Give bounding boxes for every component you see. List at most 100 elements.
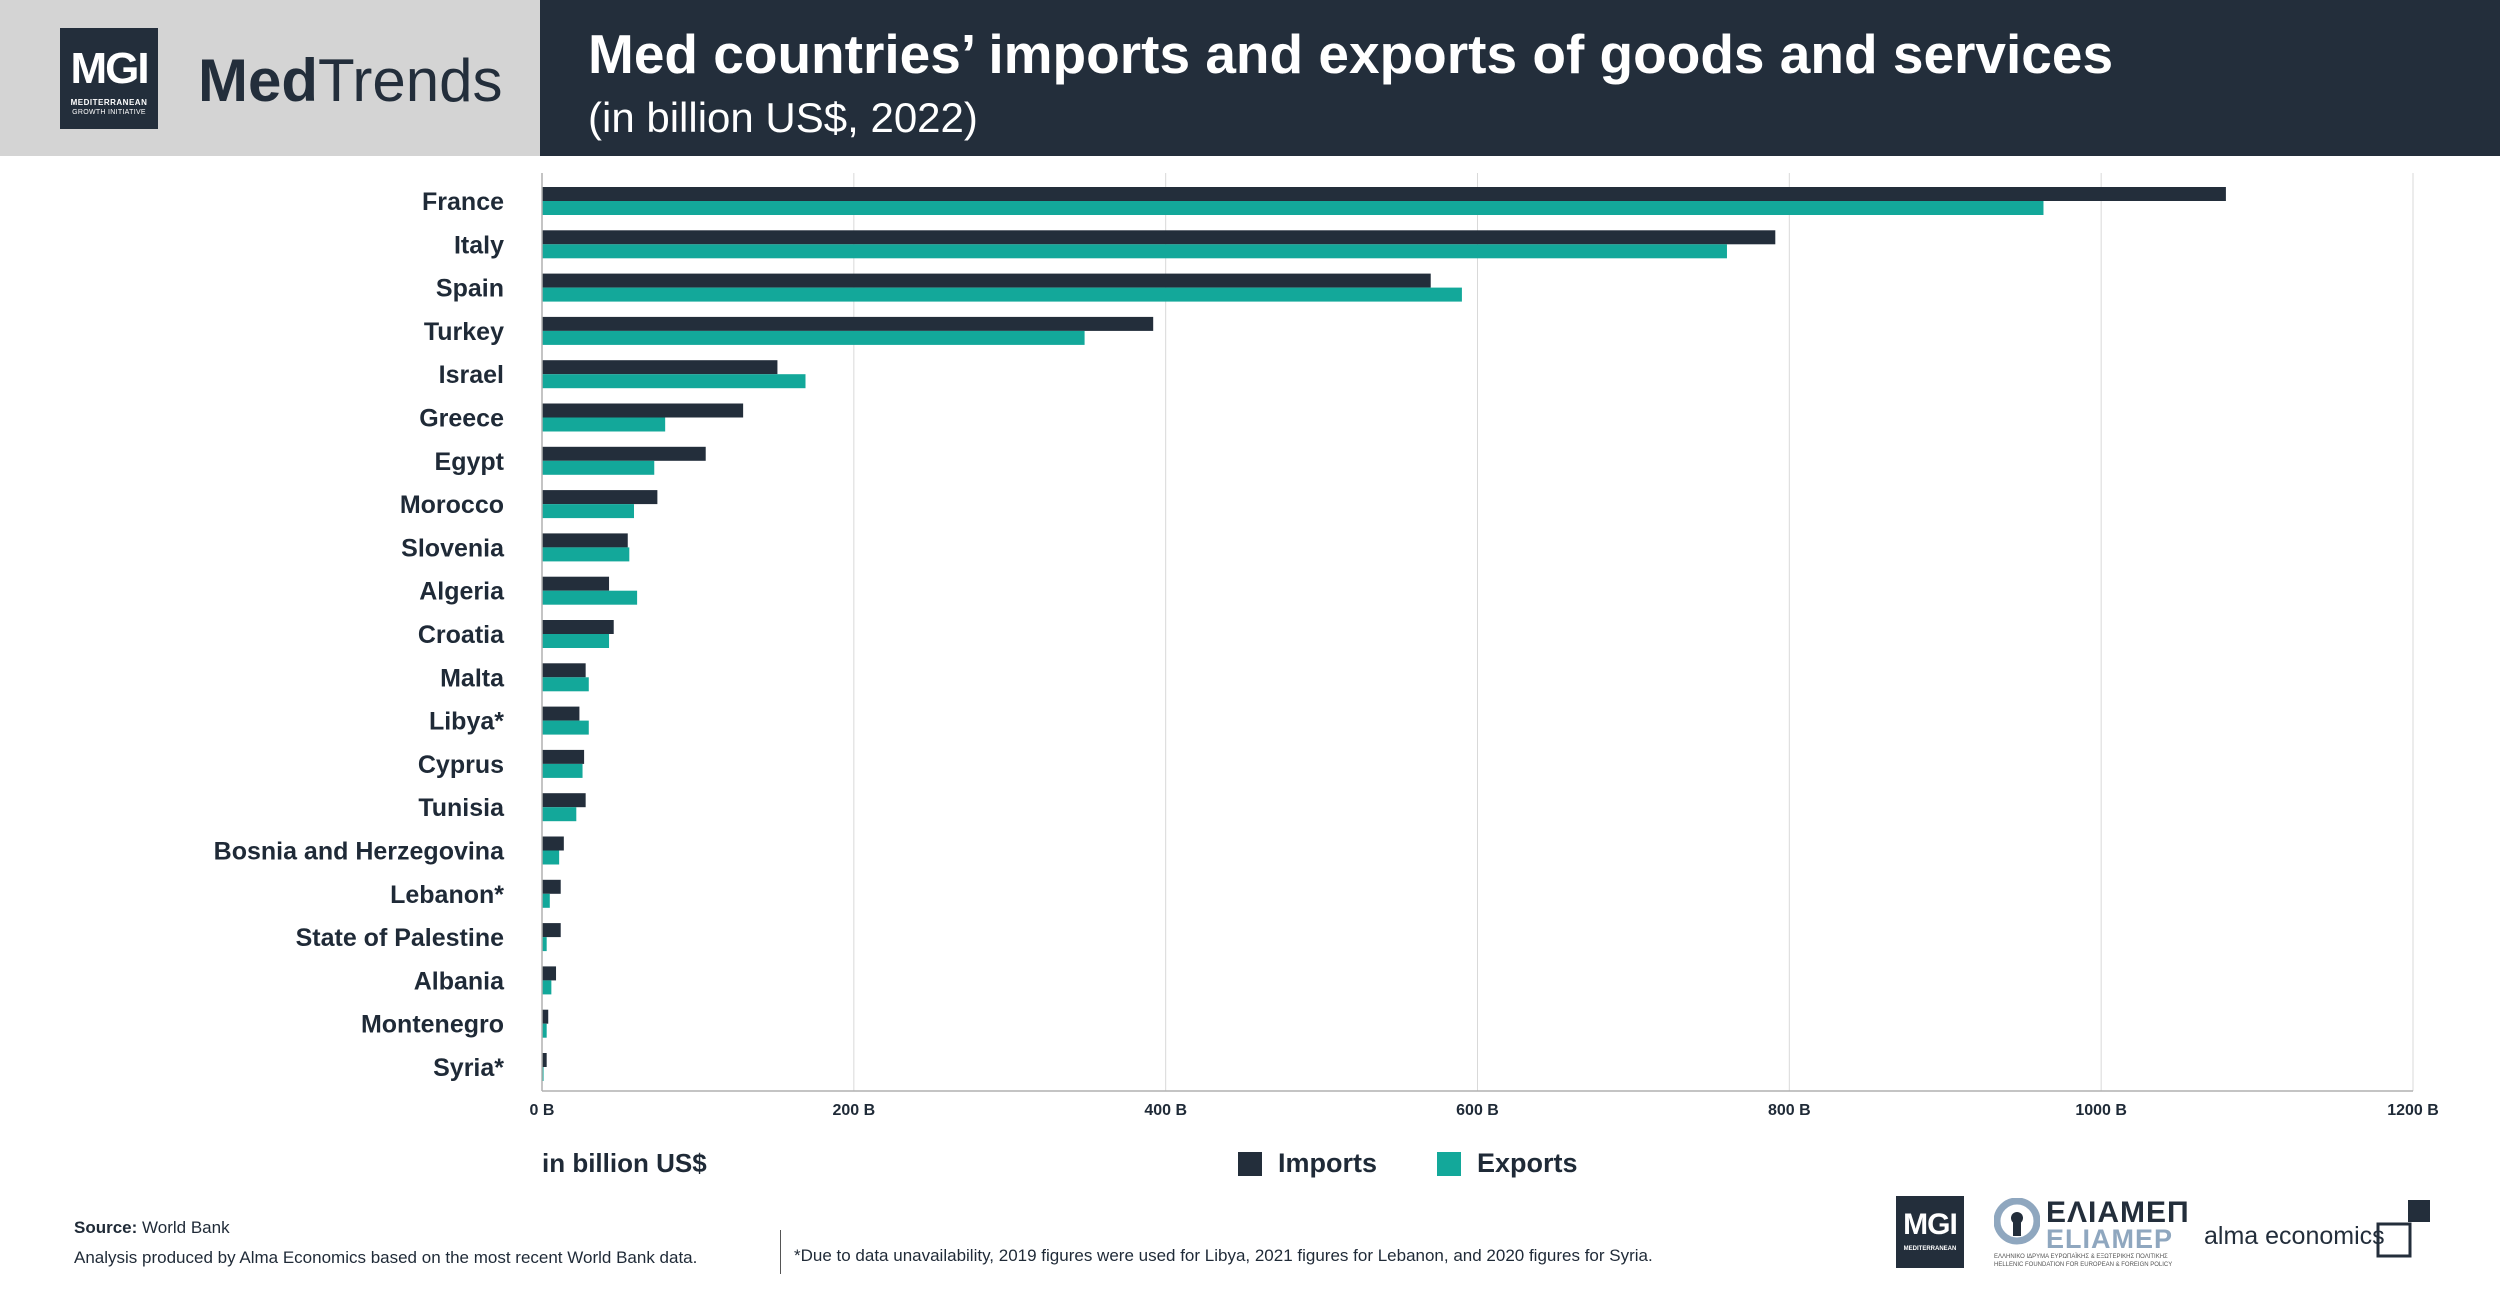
bar-exports xyxy=(542,244,1727,259)
bar-chart: France Italy Spain Turkey Israel Greece Egypt M… xyxy=(214,173,2439,1119)
bar-imports xyxy=(542,663,586,678)
x-tick-label: 200 B xyxy=(832,1102,875,1119)
legend-swatch-exports xyxy=(1437,1151,1462,1176)
bar-imports xyxy=(542,533,628,548)
legend-label-imports: Imports xyxy=(1278,1148,1378,1178)
bar-exports xyxy=(542,1023,547,1038)
mgi-logo-subtitle: MEDITERRANEAN xyxy=(70,98,148,107)
bar-imports xyxy=(542,620,614,634)
bar-imports xyxy=(542,1053,547,1067)
category-label: Malta xyxy=(440,664,505,692)
bar-exports xyxy=(542,201,2044,215)
x-tick-label: 1200 B xyxy=(2387,1102,2439,1119)
bar-exports xyxy=(542,504,634,519)
category-label: Montenegro xyxy=(361,1011,504,1039)
bar-exports xyxy=(542,460,655,475)
mgi-logo-subtitle-2: GROWTH INITIATIVE xyxy=(72,109,146,116)
bar-exports xyxy=(542,720,589,735)
bar-exports xyxy=(542,287,1462,302)
category-label: Albania xyxy=(414,967,505,995)
legend-label-exports: Exports xyxy=(1477,1148,1578,1178)
chart-subtitle: (in billion US$, 2022) xyxy=(588,94,978,141)
bar-exports xyxy=(542,807,577,822)
category-label: Lebanon* xyxy=(390,881,504,909)
category-label: State of Palestine xyxy=(296,924,504,952)
eliamep-latin: ELIAMEP xyxy=(2046,1224,2174,1254)
brand-name: MedTrends xyxy=(198,46,503,115)
alma-economics-logo-text: alma economics xyxy=(2204,1222,2385,1250)
category-label: Greece xyxy=(419,405,504,433)
bar-imports xyxy=(542,360,778,375)
bar-imports xyxy=(542,966,557,981)
mgi-logo-text: MGI xyxy=(70,44,149,93)
mgi-partner-logo-sub: MEDITERRANEAN xyxy=(1903,1246,1957,1252)
category-label: Syria* xyxy=(433,1054,504,1082)
category-label: Spain xyxy=(436,275,504,303)
category-label: Turkey xyxy=(424,318,504,346)
footnote: *Due to data unavailability, 2019 figure… xyxy=(794,1246,1653,1265)
bar-imports xyxy=(542,403,744,418)
bar-imports xyxy=(542,879,561,894)
bar-exports xyxy=(542,937,547,952)
eliamep-tagline-english: HELLENIC FOUNDATION FOR EUROPEAN & FOREI… xyxy=(1994,1262,2173,1268)
x-tick-label: 400 B xyxy=(1144,1102,1187,1119)
bar-imports xyxy=(542,230,1776,245)
brand-name-light: Trends xyxy=(318,47,503,114)
bar-exports xyxy=(542,590,638,605)
x-tick-label: 800 B xyxy=(1768,1102,1811,1119)
legend-swatch-imports xyxy=(1238,1151,1262,1176)
bar-imports xyxy=(542,749,585,764)
source-value: World Bank xyxy=(142,1218,230,1237)
eliamep-emblem-icon xyxy=(1994,1198,2040,1245)
chart-title: Med countries’ imports and exports of go… xyxy=(588,23,2114,85)
category-label: Slovenia xyxy=(401,534,505,562)
bar-imports xyxy=(542,923,561,938)
eliamep-greek: ΕΛΙΑΜΕΠ xyxy=(2046,1196,2190,1229)
bar-exports xyxy=(542,417,666,432)
category-label: Libya* xyxy=(429,708,504,736)
category-label: France xyxy=(422,188,504,216)
bar-imports xyxy=(542,446,706,461)
bar-exports xyxy=(542,634,610,648)
category-label: Algeria xyxy=(419,578,505,606)
mgi-partner-logo: MGI MEDITERRANEAN xyxy=(1896,1196,1964,1268)
bar-imports xyxy=(542,576,610,591)
bar-imports xyxy=(542,316,1154,331)
mgi-logo: MGI MEDITERRANEAN GROWTH INITIATIVE xyxy=(60,28,158,129)
category-label: Bosnia and Herzegovina xyxy=(214,838,505,866)
eliamep-tagline-greek: ΕΛΛΗΝΙΚΟ ΙΔΡΥΜΑ ΕΥΡΩΠΑΪΚΗΣ & ΕΞΩΤΕΡΙΚΗΣ … xyxy=(1994,1254,2168,1260)
legend-item-exports: Exports xyxy=(1437,1148,1578,1179)
bar-imports xyxy=(542,836,564,851)
category-label: Cyprus xyxy=(418,751,504,779)
category-label: Israel xyxy=(439,361,504,389)
header-banner: Med countries’ imports and exports of go… xyxy=(540,0,2500,156)
category-label: Tunisia xyxy=(418,794,505,822)
source-note: Source: World Bank xyxy=(74,1218,230,1238)
bar-exports xyxy=(542,980,552,995)
bar-imports xyxy=(542,273,1431,288)
source-label: Source: xyxy=(74,1218,138,1237)
bar-exports xyxy=(542,850,560,865)
legend: Imports Exports xyxy=(1238,1148,1638,1179)
bar-exports xyxy=(542,763,583,778)
analysis-note: Analysis produced by Alma Economics base… xyxy=(74,1248,698,1267)
x-axis-label: in billion US$ xyxy=(542,1148,707,1178)
eliamep-logo: ΕΛΙΑΜΕΠ ELIAMEP ΕΛΛΗΝΙΚΟ ΙΔΡΥΜΑ ΕΥΡΩΠΑΪΚ… xyxy=(1994,1196,2189,1270)
category-label: Egypt xyxy=(435,448,505,476)
x-tick-label: 0 B xyxy=(530,1102,555,1119)
x-tick-label: 1000 B xyxy=(2075,1102,2127,1119)
bar-imports xyxy=(542,793,586,808)
bar-exports xyxy=(542,1067,544,1081)
bar-exports xyxy=(542,547,630,562)
bar-imports xyxy=(542,706,580,721)
brand-name-bold: Med xyxy=(198,47,318,114)
category-label: Croatia xyxy=(418,621,505,649)
alma-economics-mark-icon xyxy=(2376,1200,2430,1258)
footer-divider xyxy=(780,1230,781,1274)
bar-imports xyxy=(542,1009,549,1024)
bar-imports xyxy=(542,490,658,505)
bar-imports xyxy=(542,187,2226,201)
mgi-partner-logo-text: MGI xyxy=(1903,1208,1958,1241)
category-label: Italy xyxy=(454,231,504,259)
bar-exports xyxy=(542,893,550,908)
